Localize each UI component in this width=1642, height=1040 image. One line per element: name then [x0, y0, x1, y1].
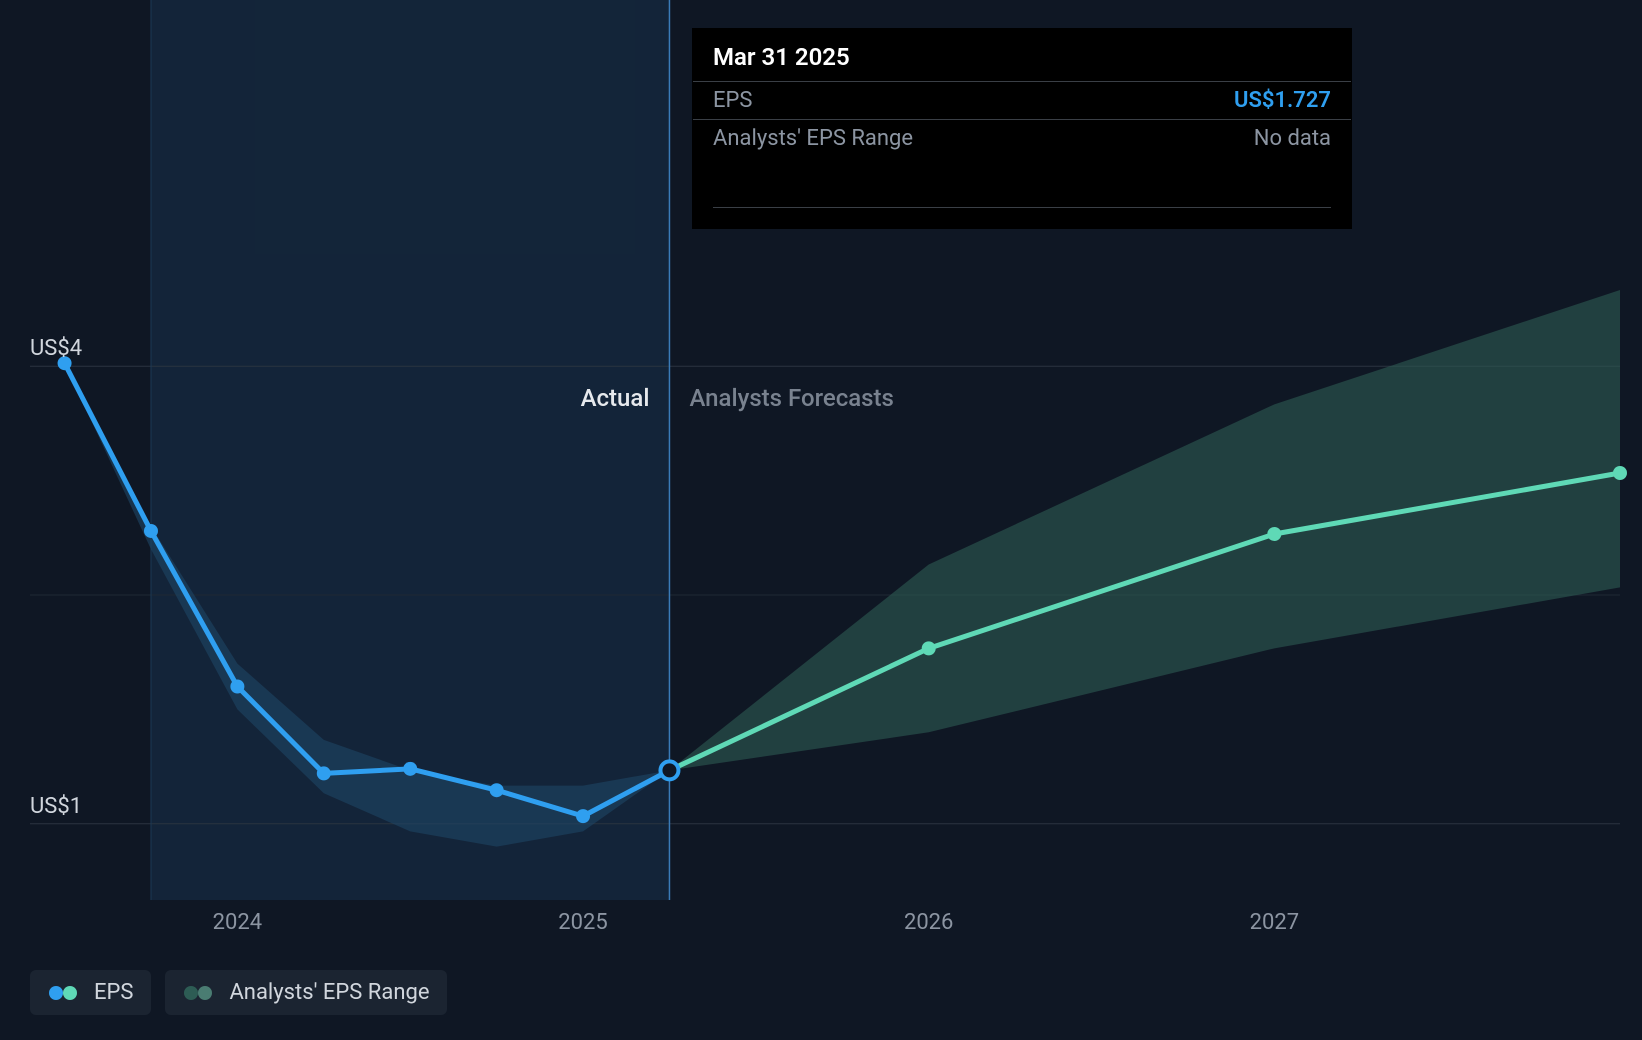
chart-tooltip: Mar 31 2025 EPS US$1.727 Analysts' EPS R…: [692, 28, 1352, 229]
tooltip-row-range: Analysts' EPS Range No data: [693, 119, 1351, 157]
ytick-label-0: US$4: [30, 336, 82, 361]
xtick-label-2: 2026: [904, 910, 953, 935]
tooltip-date: Mar 31 2025: [693, 43, 1351, 81]
legend-swatch-eps: [48, 985, 82, 1001]
legend-label-eps: EPS: [94, 980, 133, 1005]
xtick-label-0: 2024: [213, 910, 262, 935]
tooltip-label-eps: EPS: [713, 88, 752, 113]
chart-legend: EPS Analysts' EPS Range: [30, 970, 447, 1015]
eps-chart[interactable]: US$4 US$1 2024 2025 2026 2027 Actual Ana…: [0, 0, 1642, 1040]
tooltip-row-eps: EPS US$1.727: [693, 81, 1351, 119]
legend-item-eps[interactable]: EPS: [30, 970, 151, 1015]
legend-item-range[interactable]: Analysts' EPS Range: [165, 970, 447, 1015]
section-label-forecast: Analysts Forecasts: [689, 384, 893, 412]
section-label-actual: Actual: [449, 384, 649, 412]
legend-label-range: Analysts' EPS Range: [229, 980, 429, 1005]
tooltip-label-range: Analysts' EPS Range: [713, 126, 913, 151]
tooltip-divider: [713, 207, 1331, 208]
ytick-label-1: US$1: [30, 794, 82, 819]
legend-swatch-range: [183, 985, 217, 1001]
xtick-label-1: 2025: [558, 910, 607, 935]
xtick-label-3: 2027: [1250, 910, 1299, 935]
tooltip-value-range: No data: [1254, 126, 1331, 151]
tooltip-value-eps: US$1.727: [1234, 88, 1331, 113]
